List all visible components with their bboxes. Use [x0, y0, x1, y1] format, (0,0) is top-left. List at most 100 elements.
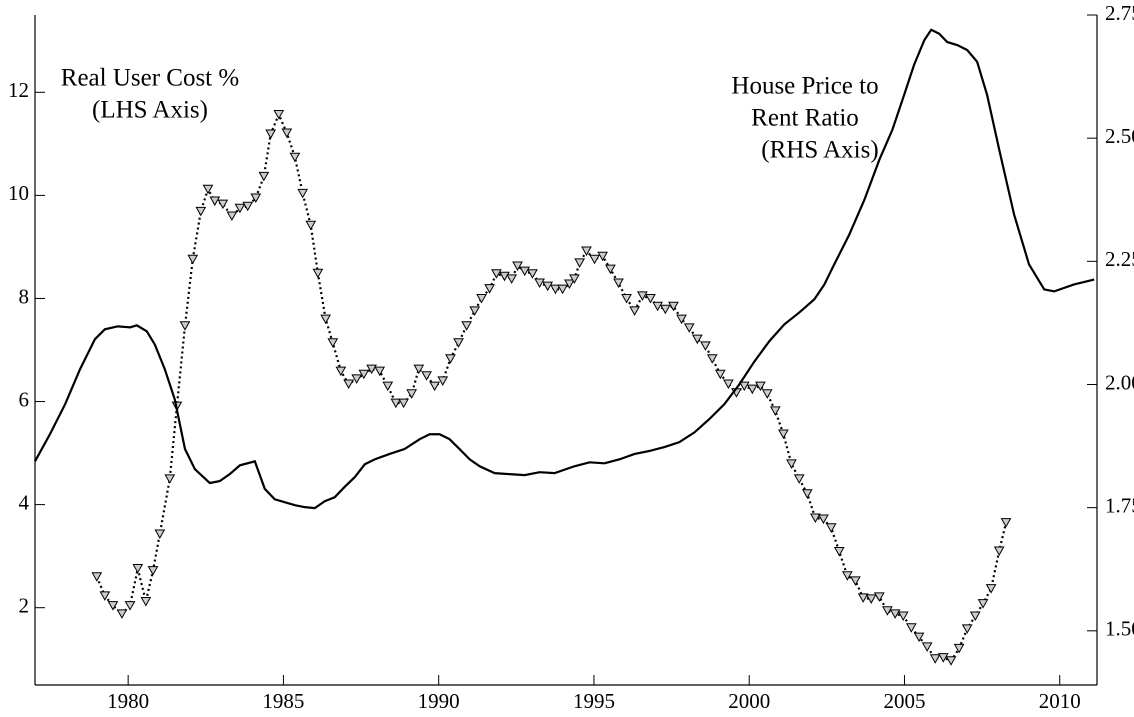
- marker: [445, 354, 456, 364]
- marker: [107, 601, 119, 611]
- marker: [652, 301, 663, 312]
- marker: [746, 384, 758, 395]
- marker: [351, 374, 363, 384]
- x-tick-label: 2000: [728, 689, 770, 713]
- marker: [234, 203, 246, 214]
- marker: [977, 599, 989, 609]
- marker: [99, 591, 111, 601]
- marker: [164, 474, 176, 484]
- marker: [905, 623, 917, 633]
- marker: [499, 271, 510, 282]
- marker: [187, 254, 199, 265]
- marker: [897, 611, 909, 621]
- marker: [691, 334, 703, 345]
- marker: [801, 489, 813, 499]
- marker: [327, 338, 339, 348]
- marker: [645, 293, 656, 304]
- marker: [668, 301, 679, 312]
- marker: [476, 293, 487, 304]
- x-tick-label: 1985: [262, 689, 304, 713]
- series-line: [34, 28, 1095, 510]
- marker: [564, 279, 575, 290]
- x-tick-label: 1990: [418, 689, 460, 713]
- marker: [519, 266, 531, 277]
- x-tick-label: 1995: [573, 689, 615, 713]
- marker: [841, 571, 853, 581]
- marker: [550, 284, 561, 295]
- marker: [818, 514, 829, 525]
- marker: [534, 278, 545, 289]
- marker: [589, 254, 600, 265]
- marker: [1000, 518, 1012, 528]
- marker: [755, 381, 766, 392]
- marker: [621, 293, 632, 304]
- marker: [850, 576, 861, 586]
- marker: [202, 184, 214, 195]
- annotation: House Price to: [731, 73, 878, 100]
- x-tick-label: 1980: [107, 689, 149, 713]
- marker: [889, 609, 901, 619]
- marker: [453, 338, 464, 348]
- y-tick-label: 8: [19, 284, 30, 308]
- marker: [195, 206, 207, 217]
- marker: [969, 611, 981, 621]
- marker: [613, 278, 624, 289]
- marker: [857, 593, 869, 603]
- marker: [421, 371, 432, 381]
- marker: [242, 201, 254, 212]
- marker: [833, 547, 845, 557]
- marker: [993, 546, 1005, 557]
- y2-tick-label: 2.00: [1105, 370, 1134, 394]
- y2-tick-label: 2.50: [1105, 124, 1134, 148]
- marker: [723, 379, 734, 390]
- marker: [882, 606, 893, 616]
- marker: [209, 196, 221, 207]
- marker: [273, 109, 285, 120]
- marker: [140, 597, 152, 607]
- marker: [921, 642, 933, 652]
- marker: [289, 152, 301, 163]
- annotation: Real User Cost %: [61, 65, 239, 92]
- marker: [461, 321, 472, 331]
- marker: [953, 643, 965, 654]
- marker: [366, 364, 377, 375]
- marker: [265, 129, 277, 140]
- marker: [527, 269, 538, 279]
- marker: [398, 398, 409, 409]
- y2-tick-label: 1.50: [1105, 617, 1134, 641]
- marker: [945, 656, 957, 666]
- marker: [793, 474, 805, 484]
- marker: [437, 376, 449, 386]
- marker: [179, 321, 191, 331]
- annotation: Rent Ratio: [751, 105, 859, 132]
- marker: [865, 594, 877, 604]
- marker: [637, 291, 648, 301]
- marker: [132, 564, 144, 574]
- marker: [605, 264, 616, 275]
- marker: [557, 284, 568, 295]
- marker: [413, 364, 425, 375]
- marker: [147, 566, 159, 576]
- y-tick-label: 2: [19, 594, 30, 618]
- marker: [660, 304, 671, 315]
- marker: [706, 354, 718, 364]
- series-line: [95, 111, 1008, 663]
- y-tick-label: 4: [19, 490, 30, 514]
- y2-tick-label: 1.75: [1105, 493, 1134, 517]
- marker: [358, 369, 370, 380]
- y-tick-label: 6: [19, 387, 30, 411]
- marker: [305, 220, 317, 231]
- marker: [297, 188, 309, 199]
- marker: [569, 274, 580, 284]
- marker: [597, 251, 608, 262]
- marker: [382, 381, 394, 392]
- marker: [683, 323, 695, 333]
- marker: [873, 592, 885, 602]
- annotation: (LHS Axis): [92, 97, 208, 124]
- marker: [335, 366, 347, 377]
- marker: [374, 366, 386, 377]
- marker: [491, 269, 502, 279]
- marker: [542, 281, 554, 292]
- marker: [484, 284, 495, 294]
